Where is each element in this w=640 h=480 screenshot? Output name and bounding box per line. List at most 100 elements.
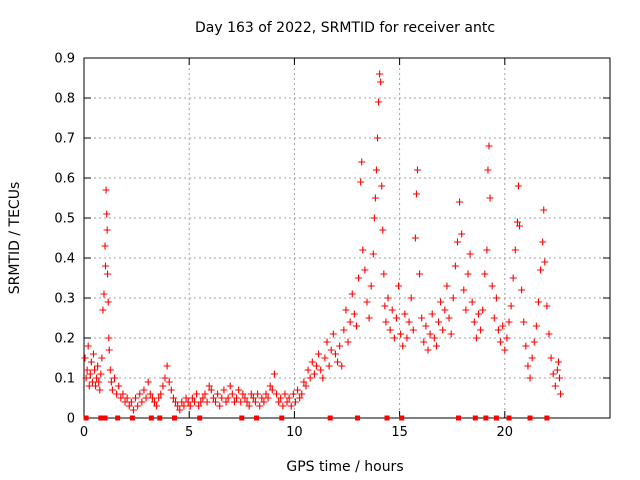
data-point: [144, 378, 152, 386]
data-point: [201, 390, 209, 398]
zero-marker: [98, 415, 104, 421]
data-point: [497, 338, 505, 346]
data-point: [283, 398, 291, 406]
data-point: [543, 302, 551, 310]
data-point: [534, 298, 542, 306]
data-point: [104, 270, 112, 278]
data-point: [163, 362, 171, 370]
data-point: [420, 338, 428, 346]
data-point: [224, 394, 232, 402]
data-point: [557, 390, 565, 398]
data-point: [203, 398, 211, 406]
y-tick-label: 0.1: [54, 372, 75, 387]
data-point: [159, 382, 167, 390]
plot-frame: [83, 57, 611, 419]
zero-marker: [355, 415, 361, 421]
data-point: [392, 314, 400, 322]
data-point: [140, 386, 148, 394]
data-point: [462, 306, 470, 314]
data-point: [101, 242, 109, 250]
data-point: [390, 334, 398, 342]
data-point: [310, 370, 318, 378]
data-point: [182, 394, 190, 402]
data-point: [501, 346, 509, 354]
data-point: [428, 310, 436, 318]
data-point: [107, 378, 115, 386]
data-point: [298, 390, 306, 398]
data-point: [193, 390, 201, 398]
zero-marker: [239, 415, 245, 421]
data-point: [418, 314, 426, 322]
data-point: [507, 302, 515, 310]
data-point: [294, 386, 302, 394]
data-point: [264, 394, 272, 402]
data-marks: [81, 70, 565, 421]
data-point: [228, 390, 236, 398]
data-point: [359, 246, 367, 254]
data-point: [374, 134, 382, 142]
data-point: [511, 246, 519, 254]
data-point: [101, 262, 109, 270]
data-point: [138, 398, 146, 406]
data-point: [492, 294, 500, 302]
data-point: [350, 310, 358, 318]
data-point: [95, 378, 103, 386]
data-point: [340, 326, 348, 334]
data-point: [422, 322, 430, 330]
data-point: [528, 354, 536, 362]
data-point: [218, 394, 226, 402]
data-point: [127, 398, 135, 406]
data-point: [108, 386, 116, 394]
data-point: [547, 354, 555, 362]
axis-ticks: 0 5 10 15 20 0 0.1 0.2 0.3 0.4 0.5 0.6 0.7 0.8 0.9: [54, 52, 610, 440]
data-point: [439, 326, 447, 334]
data-point: [312, 362, 320, 370]
y-tick-label: 0.9: [54, 52, 75, 67]
data-point: [105, 334, 113, 342]
data-point: [499, 322, 507, 330]
data-point: [134, 402, 142, 410]
y-tick-label: 0.5: [54, 212, 75, 227]
data-point: [464, 270, 472, 278]
data-point: [100, 290, 108, 298]
data-point: [458, 230, 466, 238]
data-point: [379, 226, 387, 234]
data-point: [524, 362, 532, 370]
data-point: [509, 274, 517, 282]
zero-marker: [493, 415, 499, 421]
zero-marker: [506, 415, 512, 421]
data-point: [551, 382, 559, 390]
data-point: [377, 78, 385, 86]
data-point: [176, 406, 184, 414]
data-point: [382, 318, 390, 326]
data-point: [530, 338, 538, 346]
data-point: [413, 166, 421, 174]
data-point: [397, 330, 405, 338]
data-point: [157, 390, 165, 398]
data-point: [207, 386, 215, 394]
data-point: [541, 258, 549, 266]
data-point: [113, 390, 121, 398]
data-point: [273, 390, 281, 398]
zero-marker: [157, 415, 163, 421]
data-point: [119, 390, 127, 398]
data-point: [503, 334, 511, 342]
data-point: [395, 282, 403, 290]
data-point: [325, 362, 333, 370]
data-point: [556, 374, 564, 382]
data-point: [416, 270, 424, 278]
data-point: [237, 398, 245, 406]
data-point: [369, 250, 377, 258]
data-point: [435, 318, 443, 326]
data-point: [241, 394, 249, 402]
data-point: [188, 394, 196, 402]
data-point: [472, 334, 480, 342]
data-point: [155, 394, 163, 402]
data-point: [161, 374, 169, 382]
data-point: [195, 402, 203, 410]
zero-marker: [399, 415, 405, 421]
data-point: [470, 318, 478, 326]
data-point: [235, 386, 243, 394]
data-point: [279, 402, 287, 410]
y-tick-label: 0.6: [54, 172, 75, 187]
